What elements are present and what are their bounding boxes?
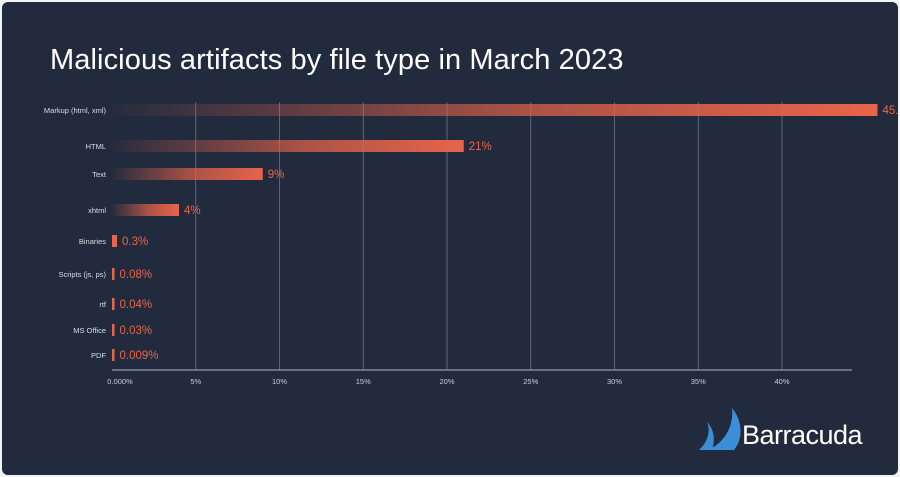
category-label: Scripts (js, ps)	[58, 270, 106, 279]
category-label: xhtml	[88, 206, 106, 215]
value-label: 0.04%	[120, 299, 153, 311]
value-label: 0.03%	[120, 325, 153, 337]
value-label: 0.08%	[120, 269, 153, 281]
brand-logo: Barracuda	[696, 406, 876, 456]
x-tick-label: 5%	[190, 377, 201, 386]
x-tick-label: 15%	[356, 377, 371, 386]
category-label: MS Office	[73, 326, 106, 335]
value-label: 0.009%	[120, 350, 159, 362]
value-label: 4%	[184, 205, 201, 217]
brand-name: Barracuda	[742, 420, 863, 450]
x-tick-label: 20%	[439, 377, 454, 386]
barracuda-fin-icon	[699, 408, 741, 450]
bar	[112, 235, 118, 247]
x-tick-label: 0.000%	[107, 377, 133, 386]
x-tick-label: 25%	[523, 377, 538, 386]
category-label: HTML	[86, 142, 106, 151]
value-label: 9%	[268, 169, 285, 181]
bar	[112, 104, 878, 116]
bar	[112, 204, 179, 216]
category-label: rtf	[99, 300, 107, 309]
value-label: 21%	[469, 141, 492, 153]
x-tick-label: 30%	[607, 377, 622, 386]
category-label: Binaries	[79, 237, 106, 246]
chart-title: Malicious artifacts by file type in Marc…	[50, 44, 624, 76]
category-label: Text	[92, 170, 107, 179]
x-tick-label: 35%	[691, 377, 706, 386]
bar	[112, 268, 115, 280]
x-tick-label: 40%	[774, 377, 789, 386]
value-label: 0.3%	[122, 236, 148, 248]
x-tick-label: 10%	[272, 377, 287, 386]
bar	[112, 298, 115, 310]
value-label: 45.7%	[882, 105, 898, 117]
category-label: Markup (html, xml)	[44, 106, 107, 115]
bar	[112, 349, 115, 361]
category-label: PDF	[91, 351, 106, 360]
bar	[112, 140, 464, 152]
bar	[112, 324, 115, 336]
bar	[112, 168, 263, 180]
